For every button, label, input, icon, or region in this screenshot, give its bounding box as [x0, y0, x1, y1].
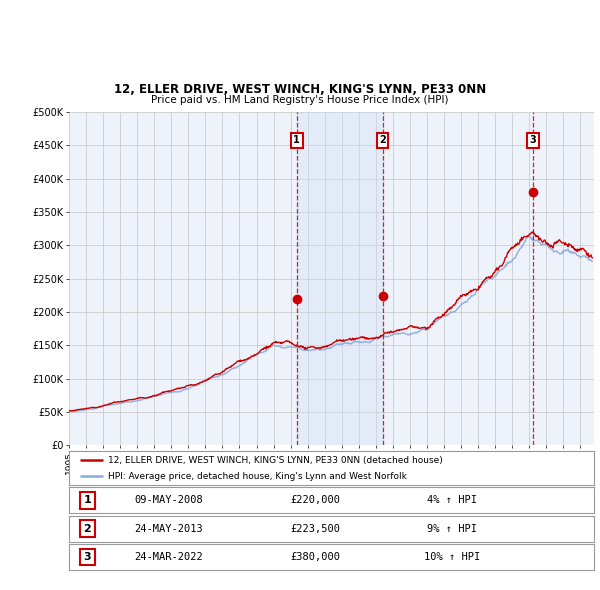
Text: Price paid vs. HM Land Registry's House Price Index (HPI): Price paid vs. HM Land Registry's House … — [151, 95, 449, 105]
Text: £223,500: £223,500 — [291, 524, 341, 533]
Text: 2: 2 — [83, 524, 91, 533]
Text: 2: 2 — [379, 135, 386, 145]
Text: 1: 1 — [293, 135, 300, 145]
Text: 12, ELLER DRIVE, WEST WINCH, KING'S LYNN, PE33 0NN (detached house): 12, ELLER DRIVE, WEST WINCH, KING'S LYNN… — [109, 456, 443, 465]
Text: £220,000: £220,000 — [291, 496, 341, 505]
Text: 24-MAY-2013: 24-MAY-2013 — [134, 524, 203, 533]
Text: 3: 3 — [83, 552, 91, 562]
Text: 09-MAY-2008: 09-MAY-2008 — [134, 496, 203, 505]
Text: 10% ↑ HPI: 10% ↑ HPI — [424, 552, 481, 562]
Text: 12, ELLER DRIVE, WEST WINCH, KING'S LYNN, PE33 0NN: 12, ELLER DRIVE, WEST WINCH, KING'S LYNN… — [114, 83, 486, 96]
Text: 24-MAR-2022: 24-MAR-2022 — [134, 552, 203, 562]
Text: 9% ↑ HPI: 9% ↑ HPI — [427, 524, 477, 533]
Text: 1: 1 — [83, 496, 91, 505]
Text: 3: 3 — [530, 135, 536, 145]
Bar — [297, 112, 383, 445]
Text: £380,000: £380,000 — [291, 552, 341, 562]
Text: 4% ↑ HPI: 4% ↑ HPI — [427, 496, 477, 505]
Text: HPI: Average price, detached house, King's Lynn and West Norfolk: HPI: Average price, detached house, King… — [109, 472, 407, 481]
